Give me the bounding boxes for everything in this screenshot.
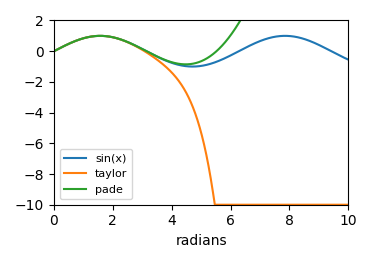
sin(x) [195, 65, 199, 68]
sin(x) [284, 34, 288, 37]
taylor [346, 203, 350, 206]
Line: taylor: taylor [54, 36, 348, 205]
pade [67, 42, 71, 45]
taylor [187, 98, 192, 101]
taylor [213, 203, 217, 206]
sin(x) [190, 65, 195, 68]
sin(x) [67, 42, 71, 45]
taylor [52, 50, 56, 53]
pade [183, 63, 188, 66]
X-axis label: radians: radians [175, 234, 227, 248]
sin(x) [187, 65, 192, 68]
sin(x) [346, 58, 350, 61]
taylor [284, 203, 288, 206]
Line: sin(x): sin(x) [54, 36, 348, 67]
taylor [338, 203, 342, 206]
Line: pade: pade [54, 0, 348, 64]
sin(x) [337, 54, 342, 57]
pade [52, 50, 56, 53]
pade [187, 63, 192, 66]
sin(x) [52, 50, 56, 53]
taylor [67, 42, 71, 45]
pade [195, 61, 199, 64]
sin(x) [98, 34, 102, 37]
taylor [98, 34, 102, 37]
Legend: sin(x), taylor, pade: sin(x), taylor, pade [60, 149, 132, 199]
taylor [337, 203, 342, 206]
taylor [195, 118, 199, 121]
sin(x) [338, 54, 342, 57]
